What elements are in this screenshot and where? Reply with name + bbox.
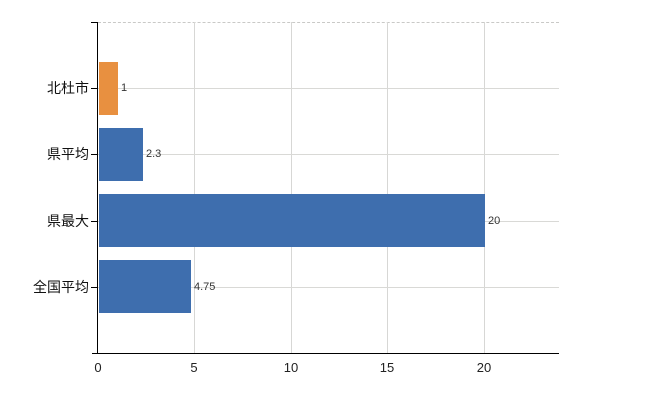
gridline-horizontal bbox=[98, 154, 559, 155]
y-axis-line bbox=[97, 22, 98, 353]
gridline-vertical bbox=[387, 22, 388, 353]
x-axis-line bbox=[92, 353, 559, 354]
bar-value-label: 20 bbox=[488, 215, 501, 227]
bar-4 bbox=[99, 260, 191, 313]
x-tick-label: 15 bbox=[379, 360, 395, 375]
gridline-vertical bbox=[291, 22, 292, 353]
bar-value-label: 4.75 bbox=[194, 281, 216, 293]
y-axis-tick bbox=[91, 221, 97, 222]
gridline-horizontal bbox=[98, 88, 559, 89]
bar-value-label: 2.3 bbox=[146, 148, 162, 160]
plot-top-dashed-gridline bbox=[98, 22, 559, 23]
bar-3 bbox=[99, 194, 485, 247]
category-label: 全国平均 bbox=[33, 279, 89, 295]
bar-value-label: 1 bbox=[121, 82, 128, 94]
y-axis-tick bbox=[91, 88, 97, 89]
y-axis-tick bbox=[91, 154, 97, 155]
x-tick-label: 5 bbox=[190, 360, 198, 375]
category-label: 県平均 bbox=[47, 146, 89, 162]
bar-2 bbox=[99, 128, 143, 181]
y-axis-top-tick bbox=[91, 22, 97, 23]
x-tick-label: 20 bbox=[476, 360, 492, 375]
category-label: 県最大 bbox=[47, 213, 89, 229]
category-label: 北杜市 bbox=[47, 80, 89, 96]
gridline-vertical bbox=[194, 22, 195, 353]
gridline-vertical bbox=[484, 22, 485, 353]
y-axis-tick bbox=[91, 287, 97, 288]
bar-1 bbox=[99, 62, 118, 115]
x-tick-label: 10 bbox=[283, 360, 299, 375]
gridline-horizontal bbox=[98, 287, 559, 288]
x-tick-label: 0 bbox=[94, 360, 102, 375]
